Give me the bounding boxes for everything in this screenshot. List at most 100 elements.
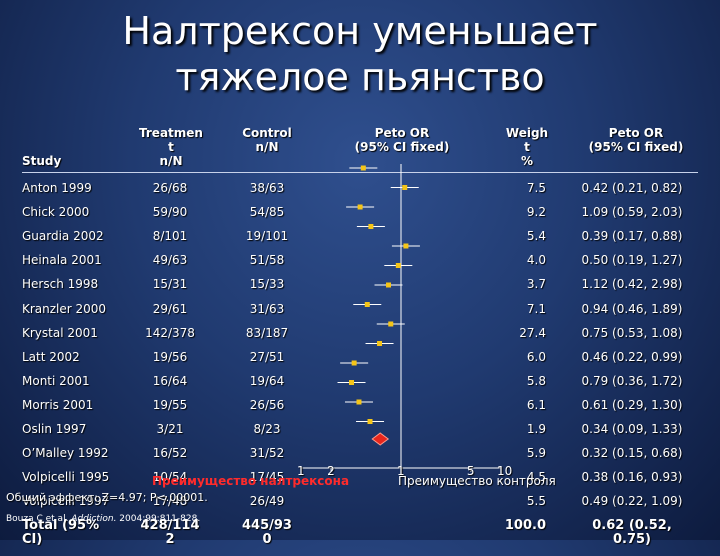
odds-ratio-value: 0.38 (0.16, 0.93) (581, 470, 683, 485)
study-name: Monti 2001 (22, 373, 90, 388)
total-or: 0.62 (0.52, (592, 518, 672, 533)
odds-ratio-value: 1.12 (0.42, 2.98) (581, 277, 683, 292)
table-row: Latt 2002 19/56 27/51 6.0 0.46 (0.22, 0.99) (0, 349, 720, 373)
control-events: 51/58 (249, 253, 285, 268)
study-name: Morris 2001 (22, 397, 94, 412)
study-name: Volpicelli 1997 (22, 494, 110, 509)
study-name: Guardia 2002 (22, 229, 104, 244)
table-row: Monti 2001 16/64 19/64 5.8 0.79 (0.36, 1.72) (0, 373, 720, 397)
study-name: Chick 2000 (22, 205, 90, 220)
axis-tick-label: 5 (466, 464, 475, 478)
table-row: Oslin 1997 3/21 8/23 1.9 0.34 (0.09, 1.33) (0, 421, 720, 445)
control-events: 38/63 (249, 181, 285, 195)
citation: Bouza C et al. Addiction. 2004;99:811-82… (6, 514, 200, 524)
total-treatment-cont: 2 (165, 532, 175, 547)
treatment-events: 17/48 (152, 494, 188, 509)
header-divider (22, 172, 698, 173)
treatment-events: 26/68 (152, 181, 188, 195)
treatment-events: 16/52 (152, 446, 188, 461)
table-row: Krystal 2001 142/378 83/187 27.4 0.75 (0.53,… (0, 325, 720, 349)
treatment-events: 16/64 (152, 373, 188, 388)
citation-authors: Bouza C et al. (6, 514, 72, 524)
total-label-cont: CI) (22, 532, 43, 547)
control-events: 31/52 (249, 446, 285, 461)
control-events: 8/23 (253, 422, 281, 436)
favours-treatment-label: Преимущество налтрексона (152, 474, 350, 488)
treatment-events: 142/378 (145, 325, 195, 340)
table-row: Volpicelli 1995 10/54 17/45 4.5 0.38 (0.16, … (0, 469, 720, 493)
treatment-events: 10/54 (152, 470, 188, 485)
odds-ratio-value: 0.32 (0.15, 0.68) (581, 446, 683, 461)
odds-ratio-value: 0.34 (0.09, 1.33) (581, 422, 683, 436)
study-name: Kranzler 2000 (22, 301, 107, 316)
study-name: Hersch 1998 (22, 277, 99, 292)
control-events: 54/85 (249, 205, 285, 220)
study-name: O’Malley 1992 (22, 446, 109, 461)
study-name: Latt 2002 (22, 349, 80, 364)
total-weight: 100.0 (504, 518, 546, 533)
odds-ratio-value: 0.79 (0.36, 1.72) (581, 373, 683, 388)
weight-value: 5.8 (526, 373, 546, 388)
table-row: Kranzler 2000 29/61 31/63 7.1 0.94 (0.46, 1.… (0, 301, 720, 325)
control-events: 15/33 (249, 277, 285, 292)
odds-ratio-value: 1.09 (0.59, 2.03) (581, 205, 683, 220)
total-row: Total (95% 428/114 445/93 100.0 0.62 (0.… (0, 518, 720, 542)
weight-value: 4.0 (526, 253, 546, 268)
treatment-events: 15/31 (152, 277, 188, 292)
overall-effect-text: Общий эффект: Z=4.97; P<.00001. (6, 491, 208, 504)
treatment-events: 49/63 (152, 253, 188, 268)
study-name: Volpicelli 1995 (22, 470, 110, 485)
control-events: 19/101 (245, 229, 289, 244)
header-weight: Weigh t % (505, 126, 549, 168)
weight-value: 6.1 (526, 397, 546, 412)
control-events: 19/64 (249, 373, 285, 388)
study-name: Oslin 1997 (22, 422, 87, 436)
control-events: 26/56 (249, 397, 285, 412)
odds-ratio-value: 0.75 (0.53, 1.08) (581, 325, 683, 340)
weight-value: 3.7 (526, 277, 546, 292)
axis-tick-label: 1 (397, 464, 405, 478)
odds-ratio-value: 0.39 (0.17, 0.88) (581, 229, 683, 244)
treatment-events: 19/55 (152, 397, 188, 412)
treatment-events: 29/61 (152, 301, 188, 316)
favours-control-label: Преимущество контроля (398, 474, 556, 488)
table-row: Hersch 1998 15/31 15/33 3.7 1.12 (0.42, 2.98… (0, 276, 720, 300)
control-events: 17/45 (249, 470, 285, 485)
control-events: 31/63 (249, 301, 285, 316)
total-label: Total (95% (22, 518, 100, 533)
treatment-events: 19/56 (152, 349, 188, 364)
weight-value: 1.9 (526, 422, 546, 436)
weight-value: 7.1 (526, 301, 546, 316)
weight-value: 27.4 (519, 325, 546, 340)
study-name: Krystal 2001 (22, 325, 98, 340)
control-events: 26/49 (249, 494, 285, 509)
weight-value: 4.5 (526, 470, 546, 485)
weight-value: 5.4 (526, 229, 546, 244)
total-control-cont: 0 (262, 532, 272, 547)
table-row: Anton 1999 26/68 38/63 7.5 0.42 (0.21, 0.82) (0, 180, 720, 204)
axis-tick-label: 1 (297, 464, 305, 478)
table-row: Guardia 2002 8/101 19/101 5.4 0.39 (0.17, 0.… (0, 228, 720, 252)
slide-title: Налтрексон уменьшает тяжелое пьянство (0, 8, 720, 100)
odds-ratio-value: 0.94 (0.46, 1.89) (581, 301, 683, 316)
title-line-1: Налтрексон уменьшает (122, 9, 598, 53)
control-events: 83/187 (245, 325, 289, 340)
table-row: Heinala 2001 49/63 51/58 4.0 0.50 (0.19, 1.2… (0, 252, 720, 276)
weight-value: 9.2 (526, 205, 546, 220)
table-row: Volpicelli 1997 17/48 26/49 5.5 0.49 (0.22, … (0, 493, 720, 517)
table-row: O’Malley 1992 16/52 31/52 5.9 0.32 (0.15, 0.… (0, 445, 720, 469)
treatment-events: 8/101 (152, 229, 188, 244)
title-line-2: тяжелое пьянство (175, 55, 545, 99)
total-row-continued: CI) 2 0 0.75) (0, 532, 720, 556)
weight-value: 5.5 (526, 494, 546, 509)
header-control: Control n/N (242, 126, 292, 154)
table-row: Chick 2000 59/90 54/85 9.2 1.09 (0.59, 2.03) (0, 204, 720, 228)
header-peto-or-plot: Peto OR (95% CI fixed) (354, 126, 450, 154)
total-or-cont: 0.75) (612, 532, 652, 547)
citation-ref: 2004;99:811-828. (116, 514, 201, 524)
weight-value: 6.0 (526, 349, 546, 364)
weight-value: 5.9 (526, 446, 546, 461)
odds-ratio-value: 0.50 (0.19, 1.27) (581, 253, 683, 268)
treatment-events: 59/90 (152, 205, 188, 220)
study-marker (360, 165, 366, 171)
